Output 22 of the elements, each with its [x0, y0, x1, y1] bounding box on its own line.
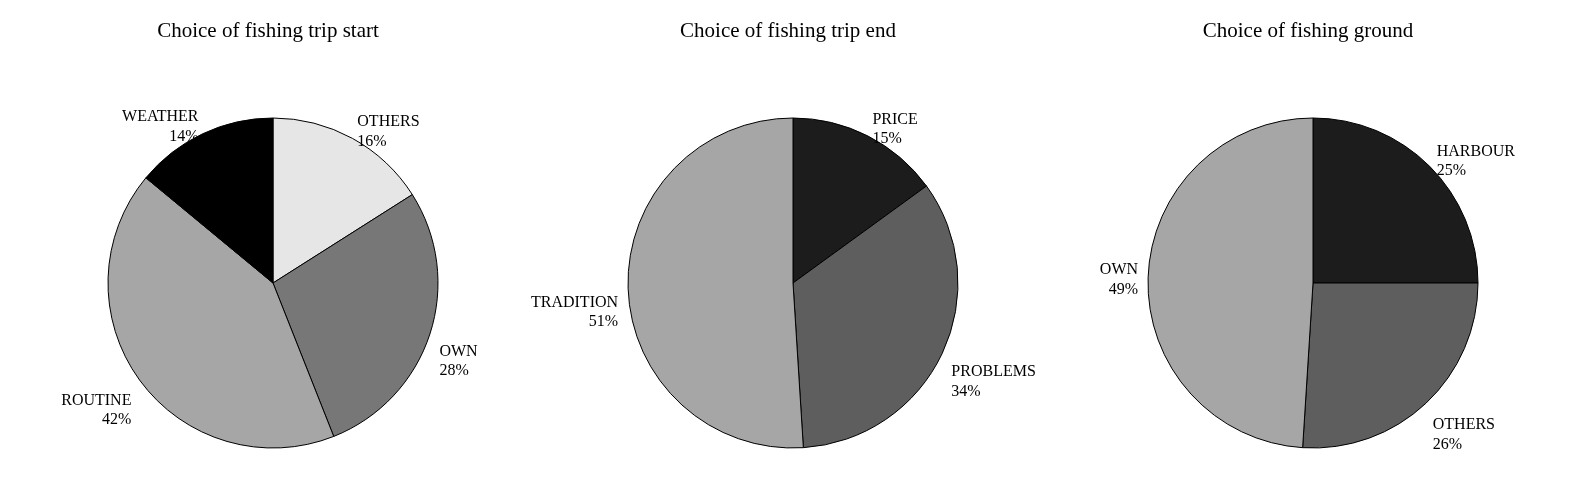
slice-label: OWN: [1099, 260, 1139, 278]
slice-label: OWN: [439, 341, 479, 359]
data-label: 42%: [102, 409, 132, 427]
slice-label: HARBOUR: [1436, 142, 1516, 160]
chart-title: Choice of fishing trip start: [156, 17, 380, 44]
data-label: 26%: [1432, 434, 1463, 452]
data-label: 25%: [1436, 161, 1467, 179]
slice-label: ROUTINE: [61, 390, 132, 408]
slice-label: PRICE: [872, 109, 918, 127]
data-label: 34%: [951, 381, 981, 399]
chart-title: Choice of fishing ground: [1201, 17, 1415, 44]
data-label: 51%: [588, 312, 619, 330]
slice-label: WEATHER: [122, 107, 199, 125]
slice-label: TRADITION: [530, 293, 619, 311]
data-label: 49%: [1108, 279, 1139, 297]
data-label: 15%: [872, 129, 902, 147]
data-label: 28%: [439, 361, 469, 379]
slice-label: PROBLEMS: [951, 362, 1036, 380]
data-label: 16%: [357, 131, 387, 149]
slice-label: OTHERS: [1432, 415, 1496, 433]
chart-title: Choice of fishing trip end: [679, 17, 897, 44]
slice-label: OTHERS: [357, 112, 420, 130]
